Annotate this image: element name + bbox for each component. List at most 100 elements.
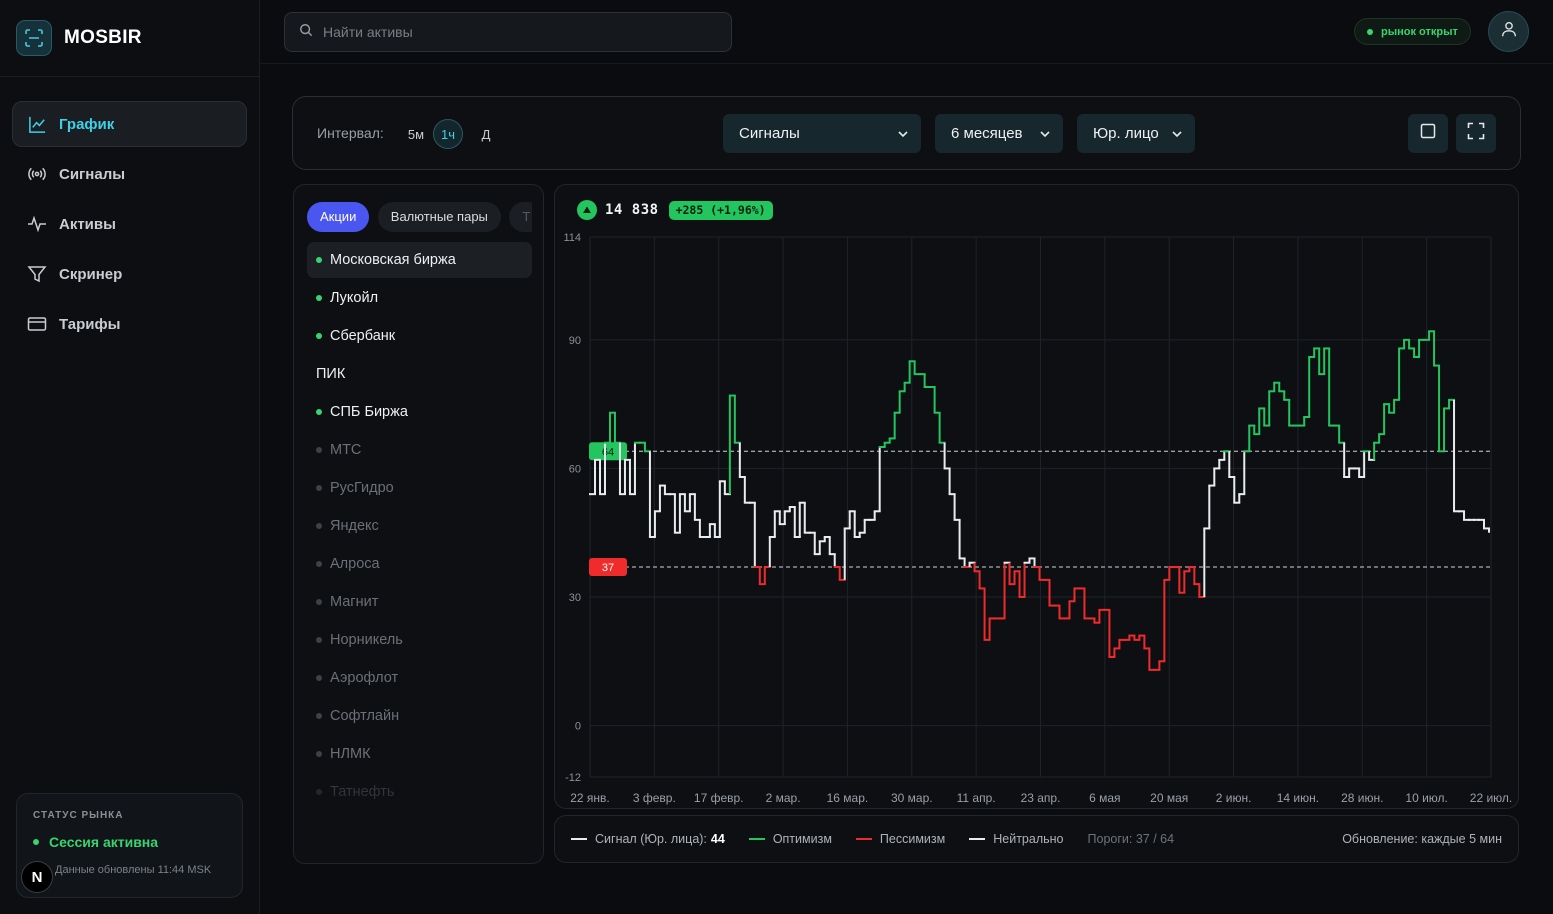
- y-tick-label: -12: [565, 772, 581, 784]
- nav-item-label: Тарифы: [59, 315, 121, 333]
- tab-currency-pairs[interactable]: Валютные пары: [377, 202, 501, 232]
- user-icon: [1500, 20, 1518, 43]
- square-icon: [1420, 123, 1436, 144]
- nav-item-chart[interactable]: График: [12, 101, 247, 147]
- status-dot-icon: [316, 713, 322, 719]
- nav-item-screener[interactable]: Скринер: [12, 251, 247, 297]
- status-dot-icon: [316, 333, 322, 339]
- chevron-down-icon: [897, 127, 909, 144]
- asset-list-item[interactable]: Софтлайн: [307, 698, 532, 734]
- tab-more[interactable]: Т: [509, 202, 532, 232]
- threshold-badge: [589, 558, 627, 576]
- asset-name: Алроса: [330, 556, 380, 572]
- search-input[interactable]: [323, 24, 723, 40]
- legend-neutral-label: Нейтрально: [993, 832, 1064, 846]
- asset-list-item[interactable]: Московская биржа: [307, 242, 532, 278]
- period-select-value: 6 месяцев: [951, 125, 1023, 142]
- asset-name: НЛМК: [330, 746, 371, 762]
- main-nav: График Сигналы Активы Скринер Тарифы: [12, 101, 247, 351]
- status-title: СТАТУС РЫНКА: [33, 810, 124, 821]
- asset-list-item[interactable]: МТС: [307, 432, 532, 468]
- market-status-text: рынок открыт: [1381, 25, 1458, 38]
- legend-signal-label: Сигнал (Юр. лица):: [595, 832, 707, 846]
- sidebar: MOSBIR График Сигналы Активы Скринер: [0, 0, 260, 914]
- asset-list-item[interactable]: Сбербанк: [307, 318, 532, 354]
- asset-list-item[interactable]: Яндекс: [307, 508, 532, 544]
- asset-list-item[interactable]: Алроса: [307, 546, 532, 582]
- status-dot-icon: [316, 295, 322, 301]
- x-tick-label: 22 янв.: [570, 791, 610, 805]
- fullscreen-button[interactable]: [1456, 114, 1496, 153]
- nav-item-assets[interactable]: Активы: [12, 201, 247, 247]
- asset-list-item[interactable]: Магнит: [307, 584, 532, 620]
- asset-name: ПИК: [316, 366, 346, 382]
- asset-name: Софтлайн: [330, 708, 400, 724]
- fullscreen-icon: [1467, 122, 1485, 145]
- asset-name: РусГидро: [330, 480, 394, 496]
- legend-thresholds: Пороги: 37 / 64: [1087, 832, 1175, 846]
- mode-select[interactable]: Сигналы: [723, 114, 921, 153]
- y-tick-label: 90: [569, 335, 581, 347]
- n-logo-badge[interactable]: N: [21, 861, 53, 893]
- nav-item-label: Скринер: [59, 265, 123, 283]
- legend-neutral: Нейтрально: [969, 832, 1064, 846]
- threshold-badge-label: 64: [602, 446, 614, 458]
- legend-line-icon: [748, 838, 765, 840]
- session-text: Сессия активна: [49, 834, 159, 850]
- asset-list-item[interactable]: Татнефть: [307, 774, 532, 810]
- market-status-card: СТАТУС РЫНКА Сессия активна Данные обнов…: [16, 793, 243, 898]
- legend-optimism: Оптимизм: [748, 832, 832, 846]
- x-tick-label: 6 мая: [1089, 791, 1120, 805]
- brand: MOSBIR: [0, 0, 259, 77]
- x-tick-label: 17 февр.: [694, 791, 744, 805]
- asset-name: Яндекс: [330, 518, 379, 534]
- asset-list-item[interactable]: Лукойл: [307, 280, 532, 316]
- status-dot-icon: [316, 599, 322, 605]
- nav-item-label: Сигналы: [59, 165, 126, 183]
- chevron-down-icon: [1039, 127, 1051, 144]
- asset-list-item[interactable]: СПБ Биржа: [307, 394, 532, 430]
- y-tick-label: 0: [575, 721, 581, 733]
- signal-chart[interactable]: 114 90 60 30 0 -12 22 янв. 3 февр. 17 февр. 2 мар…: [555, 185, 1519, 809]
- credit-card-icon: [27, 314, 47, 334]
- x-tick-label: 11 апр.: [957, 791, 996, 805]
- asset-list-item[interactable]: ПИК: [307, 356, 532, 392]
- chevron-down-icon: [1171, 127, 1183, 144]
- nav-item-signals[interactable]: Сигналы: [12, 151, 247, 197]
- x-tick-label: 3 февр.: [633, 791, 676, 805]
- y-tick-label: 30: [569, 592, 581, 604]
- asset-name: Татнефть: [330, 784, 395, 800]
- user-avatar-button[interactable]: [1488, 11, 1529, 52]
- nav-item-tariffs[interactable]: Тарифы: [12, 301, 247, 347]
- chart-toolbar: Интервал: 5м 1ч Д Сигналы 6 месяцев Юр. …: [292, 96, 1521, 170]
- asset-list-item[interactable]: НЛМК: [307, 736, 532, 772]
- logo-scan-icon[interactable]: [16, 20, 52, 56]
- status-dot-icon: [316, 561, 322, 567]
- interval-1h-button[interactable]: 1ч: [433, 119, 463, 149]
- asset-name: Сбербанк: [330, 328, 396, 344]
- period-select[interactable]: 6 месяцев: [935, 114, 1063, 153]
- asset-list-item[interactable]: Аэрофлот: [307, 660, 532, 696]
- x-tick-label: 2 июн.: [1216, 791, 1252, 805]
- interval-5m-button[interactable]: 5м: [407, 126, 425, 142]
- asset-list-item[interactable]: Норникель: [307, 622, 532, 658]
- interval-day-button[interactable]: Д: [481, 126, 491, 142]
- status-dot-icon: [316, 409, 322, 415]
- entity-select-value: Юр. лицо: [1093, 125, 1159, 142]
- status-dot-icon: [316, 485, 322, 491]
- y-tick-label: 114: [563, 232, 581, 244]
- legend-line-icon: [855, 838, 872, 840]
- tab-stocks[interactable]: Акции: [307, 202, 370, 232]
- pulse-icon: [27, 214, 47, 234]
- price-value: 14 838: [605, 202, 659, 218]
- search-box[interactable]: [284, 12, 732, 52]
- x-tick-label: 10 июл.: [1405, 791, 1447, 805]
- legend-pessimism-label: Пессимизм: [879, 832, 946, 846]
- asset-name: СПБ Биржа: [330, 404, 408, 420]
- window-mode-button[interactable]: [1408, 114, 1448, 153]
- entity-select[interactable]: Юр. лицо: [1077, 114, 1195, 153]
- x-tick-label: 16 мар.: [827, 791, 869, 805]
- filter-icon: [27, 264, 47, 284]
- asset-list-item[interactable]: РусГидро: [307, 470, 532, 506]
- legend-signal-value: 44: [710, 832, 725, 846]
